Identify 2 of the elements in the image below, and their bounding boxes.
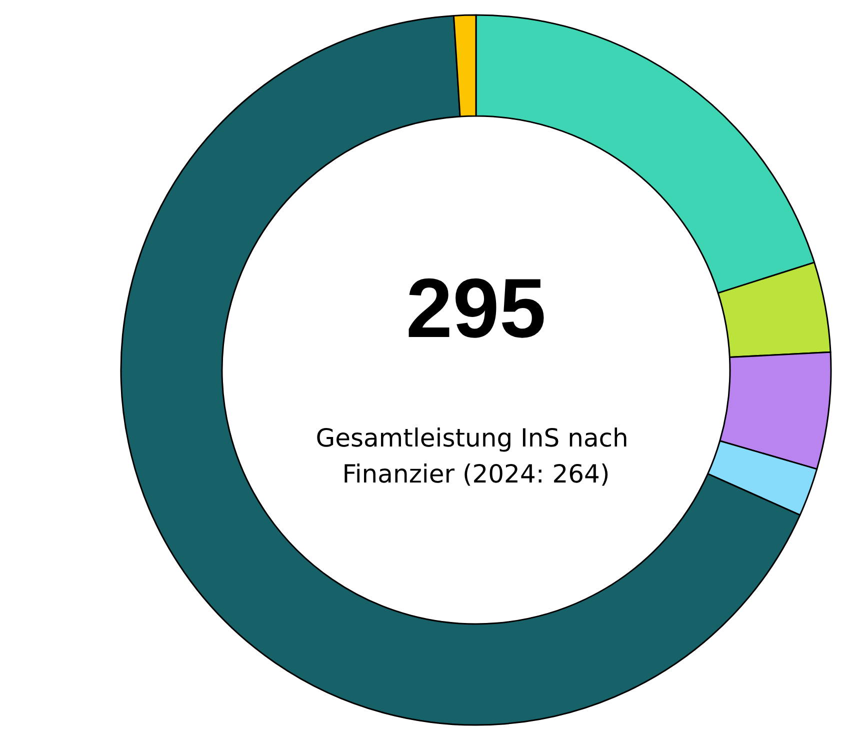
text: 295 <box>406 261 546 355</box>
text: Gesamtleistung InS nach Finanzier (2024: 264) <box>316 424 636 488</box>
